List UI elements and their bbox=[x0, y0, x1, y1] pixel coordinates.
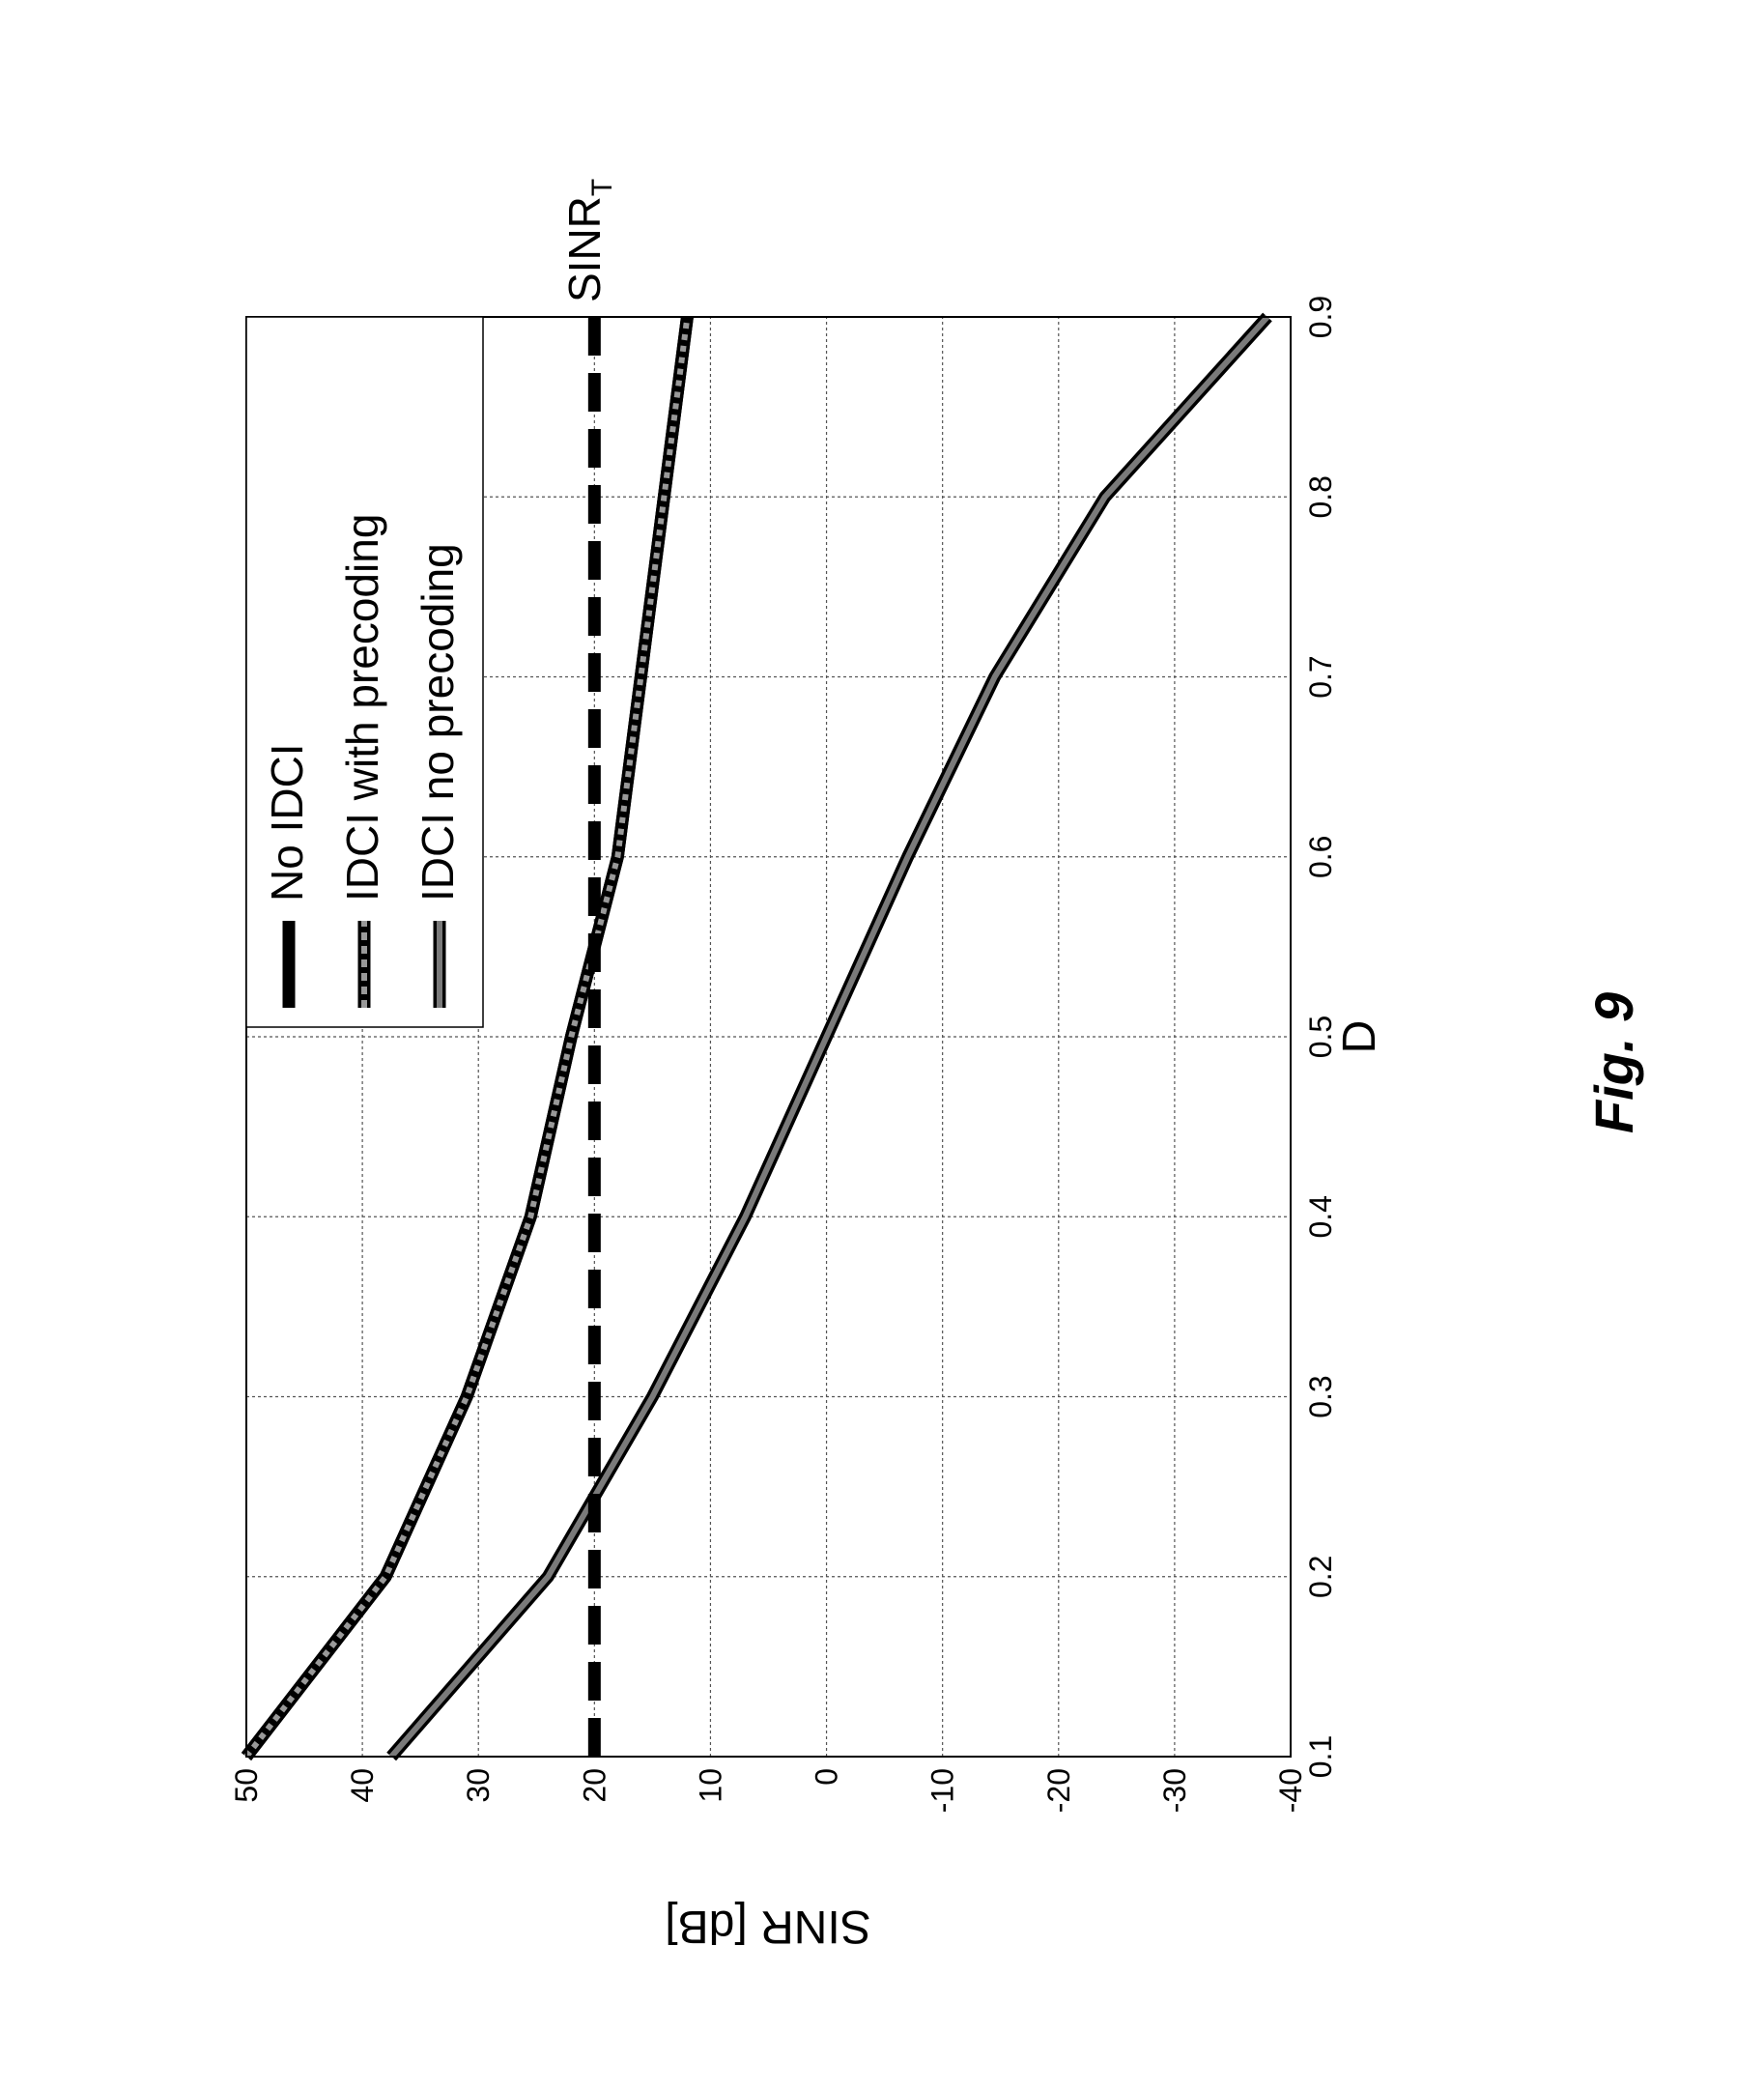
y-tick-label: -10 bbox=[925, 1768, 960, 1813]
x-tick-label: 0.7 bbox=[1303, 655, 1338, 698]
y-tick-label: 40 bbox=[345, 1768, 380, 1803]
legend-label: IDCI no precoding bbox=[413, 543, 463, 901]
y-tick-label: 30 bbox=[461, 1768, 496, 1803]
x-axis-label: D bbox=[1334, 1020, 1385, 1054]
x-tick-label: 0.8 bbox=[1303, 475, 1338, 518]
legend-label: IDCI with precoding bbox=[337, 514, 387, 901]
sinr-vs-d-chart: 0.1 0.2 0.3 0.4 0.5 0.6 0.7 0.8 0.9 50 40 30 20 10 0 -… bbox=[0, 0, 1764, 2089]
y-tick-label: 0 bbox=[810, 1768, 844, 1786]
x-tick-label: 0.2 bbox=[1303, 1556, 1338, 1598]
x-tick-label: 0.6 bbox=[1303, 836, 1338, 878]
legend: No IDCI IDCI with precoding IDCI no precod… bbox=[246, 317, 483, 1027]
x-tick-label: 0.5 bbox=[1303, 1016, 1338, 1058]
y-tick-label: 20 bbox=[577, 1768, 612, 1803]
legend-label: No IDCI bbox=[262, 743, 312, 901]
threshold-label: SINRT bbox=[559, 179, 618, 302]
x-tick-labels: 0.1 0.2 0.3 0.4 0.5 0.6 0.7 0.8 0.9 bbox=[1303, 296, 1338, 1778]
x-tick-label: 0.4 bbox=[1303, 1195, 1338, 1238]
y-tick-label: -20 bbox=[1041, 1768, 1076, 1813]
x-tick-label: 0.9 bbox=[1303, 296, 1338, 338]
y-tick-label: -40 bbox=[1273, 1768, 1308, 1813]
y-tick-label: 10 bbox=[693, 1768, 727, 1803]
y-tick-label: 50 bbox=[229, 1768, 264, 1803]
x-tick-label: 0.3 bbox=[1303, 1375, 1338, 1417]
y-axis-label: SINR [dB] bbox=[665, 1901, 870, 1952]
y-tick-label: -30 bbox=[1157, 1768, 1192, 1813]
y-tick-labels: 50 40 30 20 10 0 -10 -20 -30 -40 bbox=[229, 1768, 1308, 1813]
figure-label: Fig. 9 bbox=[1583, 992, 1644, 1133]
x-tick-label: 0.1 bbox=[1303, 1735, 1338, 1778]
